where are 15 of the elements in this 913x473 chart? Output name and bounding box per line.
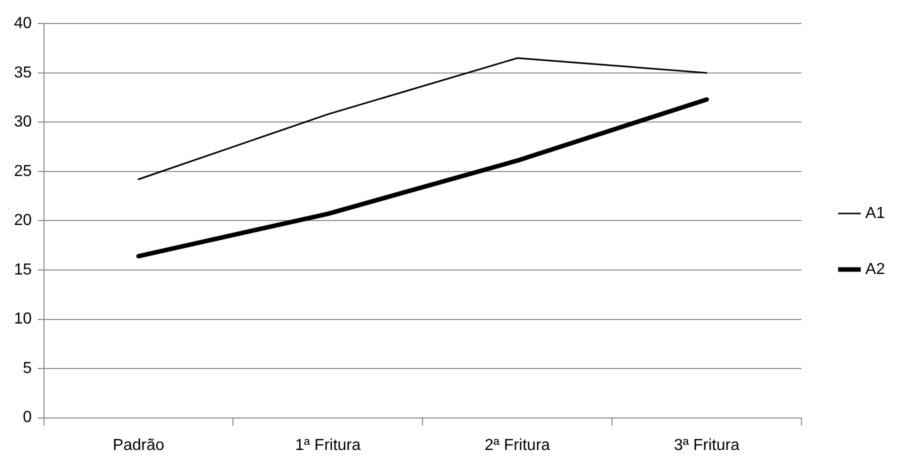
y-tick-label: 0 (22, 409, 32, 426)
legend-label: A1 (865, 204, 886, 222)
x-tick-label: 1ª Fritura (295, 436, 361, 454)
y-tick-label: 40 (14, 15, 32, 32)
legend-label: A2 (865, 260, 886, 278)
x-tick-label: Padrão (112, 436, 164, 454)
y-tick-label: 10 (14, 310, 32, 328)
x-tick-label: 3ª Fritura (674, 436, 740, 454)
y-tick-label: 25 (14, 162, 32, 180)
y-tick-label: 15 (14, 261, 32, 278)
x-tick-label: 2ª Fritura (484, 436, 550, 454)
y-tick-label: 35 (14, 64, 32, 82)
y-tick-label: 30 (14, 114, 32, 131)
y-tick-label: 5 (22, 360, 32, 377)
y-tick-label: 20 (14, 212, 32, 230)
